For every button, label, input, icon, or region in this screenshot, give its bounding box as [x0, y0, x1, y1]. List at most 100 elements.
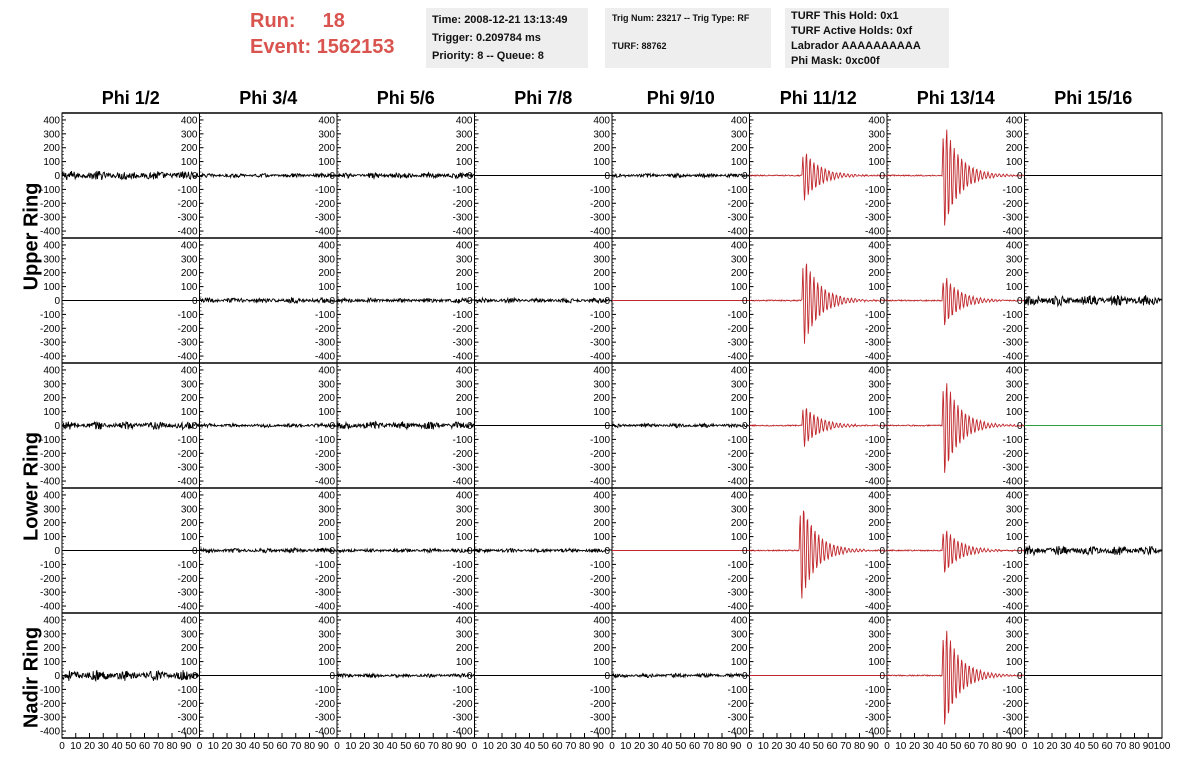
y-tick-label: 100	[456, 532, 473, 543]
y-tick-label: 400	[1006, 490, 1023, 501]
y-tick-label: -400	[865, 352, 885, 363]
y-tick-label: 0	[54, 671, 60, 682]
y-tick-label: 400	[1006, 240, 1023, 251]
column-title: Phi 3/4	[239, 88, 297, 108]
y-tick-label: 200	[731, 643, 748, 654]
y-tick-label: -300	[315, 338, 335, 349]
y-tick-label: -200	[727, 199, 747, 210]
waveform-series	[336, 672, 475, 680]
y-tick-label: -400	[177, 727, 197, 738]
y-tick-label: 400	[731, 615, 748, 626]
x-tick-label: 40	[386, 741, 398, 752]
y-tick-label: -200	[452, 324, 472, 335]
y-tick-label: -100	[727, 435, 747, 446]
y-tick-label: 300	[43, 129, 60, 140]
y-tick-label: -100	[315, 185, 335, 196]
x-tick-label: 20	[634, 741, 646, 752]
y-tick-label: -100	[1002, 685, 1022, 696]
y-tick-label: -400	[590, 602, 610, 613]
y-tick-label: 0	[54, 546, 60, 557]
x-tick-label: 20	[1046, 741, 1058, 752]
y-tick-label: -400	[452, 352, 472, 363]
y-tick-label: -100	[452, 560, 472, 571]
waveform-series	[199, 546, 338, 555]
y-tick-label: -300	[315, 463, 335, 474]
y-tick-label: -200	[40, 449, 60, 460]
y-tick-label: -200	[452, 699, 472, 710]
y-tick-label: 300	[43, 504, 60, 515]
y-tick-label: 0	[329, 671, 335, 682]
y-tick-label: 200	[181, 518, 198, 529]
y-tick-label: -400	[40, 352, 60, 363]
x-tick-label: 30	[373, 741, 385, 752]
y-tick-label: -100	[315, 435, 335, 446]
waveform-series	[61, 670, 200, 682]
x-tick-label: 90	[455, 741, 467, 752]
y-tick-label: 300	[593, 379, 610, 390]
column-title: Phi 13/14	[917, 88, 995, 108]
y-tick-label: 400	[868, 365, 885, 376]
x-tick-label: 0	[1022, 741, 1028, 752]
y-tick-label: 300	[1006, 254, 1023, 265]
y-tick-label: -100	[315, 560, 335, 571]
x-tick-label: 90	[1143, 741, 1155, 752]
y-tick-label: -300	[40, 713, 60, 724]
y-tick-label: 300	[181, 379, 198, 390]
y-tick-label: 400	[318, 115, 335, 126]
y-tick-label: 400	[456, 490, 473, 501]
y-tick-label: 100	[456, 407, 473, 418]
y-tick-label: 100	[868, 407, 885, 418]
x-tick-label: 20	[496, 741, 508, 752]
x-tick-label: 90	[868, 741, 880, 752]
y-tick-label: -300	[177, 338, 197, 349]
y-tick-label: -300	[177, 213, 197, 224]
y-tick-label: 300	[1006, 379, 1023, 390]
y-tick-label: -200	[590, 199, 610, 210]
y-tick-label: -300	[177, 713, 197, 724]
y-tick-label: -400	[1002, 352, 1022, 363]
y-tick-label: 200	[1006, 643, 1023, 654]
waveform-series	[336, 296, 475, 305]
x-tick-label: 30	[235, 741, 247, 752]
y-tick-label: 0	[329, 421, 335, 432]
x-tick-label: 0	[59, 741, 65, 752]
y-tick-label: -200	[727, 699, 747, 710]
y-tick-label: 100	[181, 407, 198, 418]
y-tick-label: 300	[318, 379, 335, 390]
y-tick-label: 0	[604, 171, 610, 182]
y-tick-label: 200	[43, 143, 60, 154]
waveform-series	[749, 263, 888, 344]
x-tick-label: 80	[166, 741, 178, 752]
y-tick-label: -300	[40, 463, 60, 474]
y-tick-label: -200	[452, 574, 472, 585]
y-tick-label: 100	[43, 157, 60, 168]
y-tick-label: 400	[593, 615, 610, 626]
y-tick-label: 200	[318, 643, 335, 654]
y-tick-label: -400	[727, 352, 747, 363]
x-tick-label: 40	[661, 741, 673, 752]
y-tick-label: 0	[742, 171, 748, 182]
y-tick-label: 300	[318, 504, 335, 515]
trig-info-box: Trig Num: 23217 -- Trig Type: RF TURF: 8…	[605, 8, 771, 68]
y-tick-label: 0	[329, 171, 335, 182]
y-tick-label: -200	[315, 324, 335, 335]
x-tick-label: 30	[648, 741, 660, 752]
x-tick-label: 50	[950, 741, 962, 752]
y-tick-label: 200	[456, 393, 473, 404]
y-tick-label: -300	[177, 463, 197, 474]
y-tick-label: -400	[727, 727, 747, 738]
y-tick-label: -400	[865, 227, 885, 238]
y-tick-label: -200	[315, 449, 335, 460]
y-tick-label: -300	[315, 213, 335, 224]
y-tick-label: -200	[177, 574, 197, 585]
y-tick-label: -400	[865, 602, 885, 613]
y-tick-label: 200	[868, 518, 885, 529]
x-tick-label: 50	[263, 741, 275, 752]
waveform-series	[61, 420, 200, 432]
y-tick-label: -200	[315, 199, 335, 210]
y-tick-label: 100	[43, 657, 60, 668]
y-tick-label: -100	[865, 685, 885, 696]
y-tick-label: -100	[590, 310, 610, 321]
y-tick-label: -400	[315, 352, 335, 363]
x-tick-label: 20	[221, 741, 233, 752]
